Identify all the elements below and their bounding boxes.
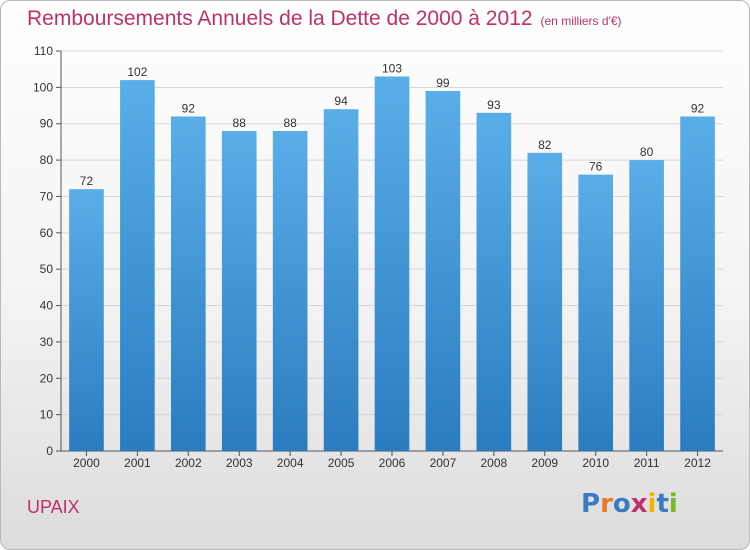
location-label: UPAIX (27, 497, 80, 517)
bar-value-label: 99 (436, 76, 450, 90)
plot-area: 0 10 20 30 40 50 60 70 80 90 100 110 72 2000 102 2001 92… (33, 44, 723, 470)
x-tick-label: 2001 (124, 456, 151, 470)
x-tick-label: 2008 (480, 456, 507, 470)
y-tick-label: 30 (40, 335, 54, 349)
y-tick-label: 60 (40, 226, 54, 240)
bar-value-label: 88 (233, 116, 247, 130)
bar (527, 152, 563, 451)
bar-value-label: 94 (334, 94, 348, 108)
x-tick-label: 2011 (634, 456, 660, 470)
y-tick-label: 0 (46, 444, 53, 458)
bar (69, 189, 104, 451)
y-tick-label: 100 (33, 80, 53, 94)
x-tick-label: 2003 (226, 456, 253, 470)
bar (272, 131, 308, 451)
bar (629, 160, 664, 451)
y-tick-label: 90 (40, 117, 54, 131)
y-tick-label: 20 (40, 371, 54, 385)
logo-letter: t (656, 489, 669, 519)
logo-letter: i (668, 489, 678, 519)
bar (170, 116, 206, 452)
bar (221, 131, 257, 451)
y-tick-label: 40 (40, 299, 54, 313)
bar (476, 112, 512, 452)
logo-letter: i (647, 489, 657, 519)
x-tick-label: 2012 (684, 456, 711, 470)
bar (680, 116, 715, 452)
bar (425, 91, 461, 451)
y-tick-label: 10 (40, 408, 54, 422)
bar-value-label: 92 (691, 101, 705, 115)
bar (120, 80, 155, 451)
bar-value-label: 76 (589, 160, 603, 174)
bar-value-label: 80 (640, 145, 654, 159)
y-tick-label: 50 (40, 262, 54, 276)
chart-title-text: Remboursements Annuels de la Dette de 20… (27, 7, 533, 30)
bar-value-label: 92 (182, 101, 196, 115)
x-tick-label: 2000 (73, 456, 100, 470)
proxiti-logo: Proxiti (581, 489, 678, 519)
bar-value-label: 82 (538, 138, 552, 152)
x-tick-label: 2006 (379, 456, 406, 470)
x-tick-label: 2009 (531, 456, 558, 470)
chart-unit-note: (en milliers d'€) (540, 14, 622, 28)
bar (578, 174, 614, 452)
logo-letter: r (600, 489, 613, 519)
y-tick-label: 80 (40, 153, 54, 167)
bar (374, 76, 410, 452)
logo-letter: P (581, 489, 601, 519)
x-tick-label: 2007 (430, 456, 457, 470)
y-tick-label: 70 (40, 189, 54, 203)
x-tick-label: 2010 (582, 456, 609, 470)
bar-value-label: 102 (127, 65, 147, 79)
bar-value-label: 88 (283, 116, 297, 130)
logo-letter: o (612, 489, 631, 519)
bar-value-label: 103 (382, 61, 402, 75)
x-tick-label: 2002 (175, 456, 202, 470)
x-tick-label: 2004 (277, 456, 304, 470)
bar (323, 109, 359, 451)
bar-value-label: 93 (487, 98, 501, 112)
x-tick-label: 2005 (328, 456, 355, 470)
chart-title: Remboursements Annuels de la Dette de 20… (27, 7, 622, 31)
logo-letter: x (630, 489, 648, 519)
y-tick-label: 110 (34, 44, 53, 58)
bar-value-label: 72 (80, 174, 94, 188)
